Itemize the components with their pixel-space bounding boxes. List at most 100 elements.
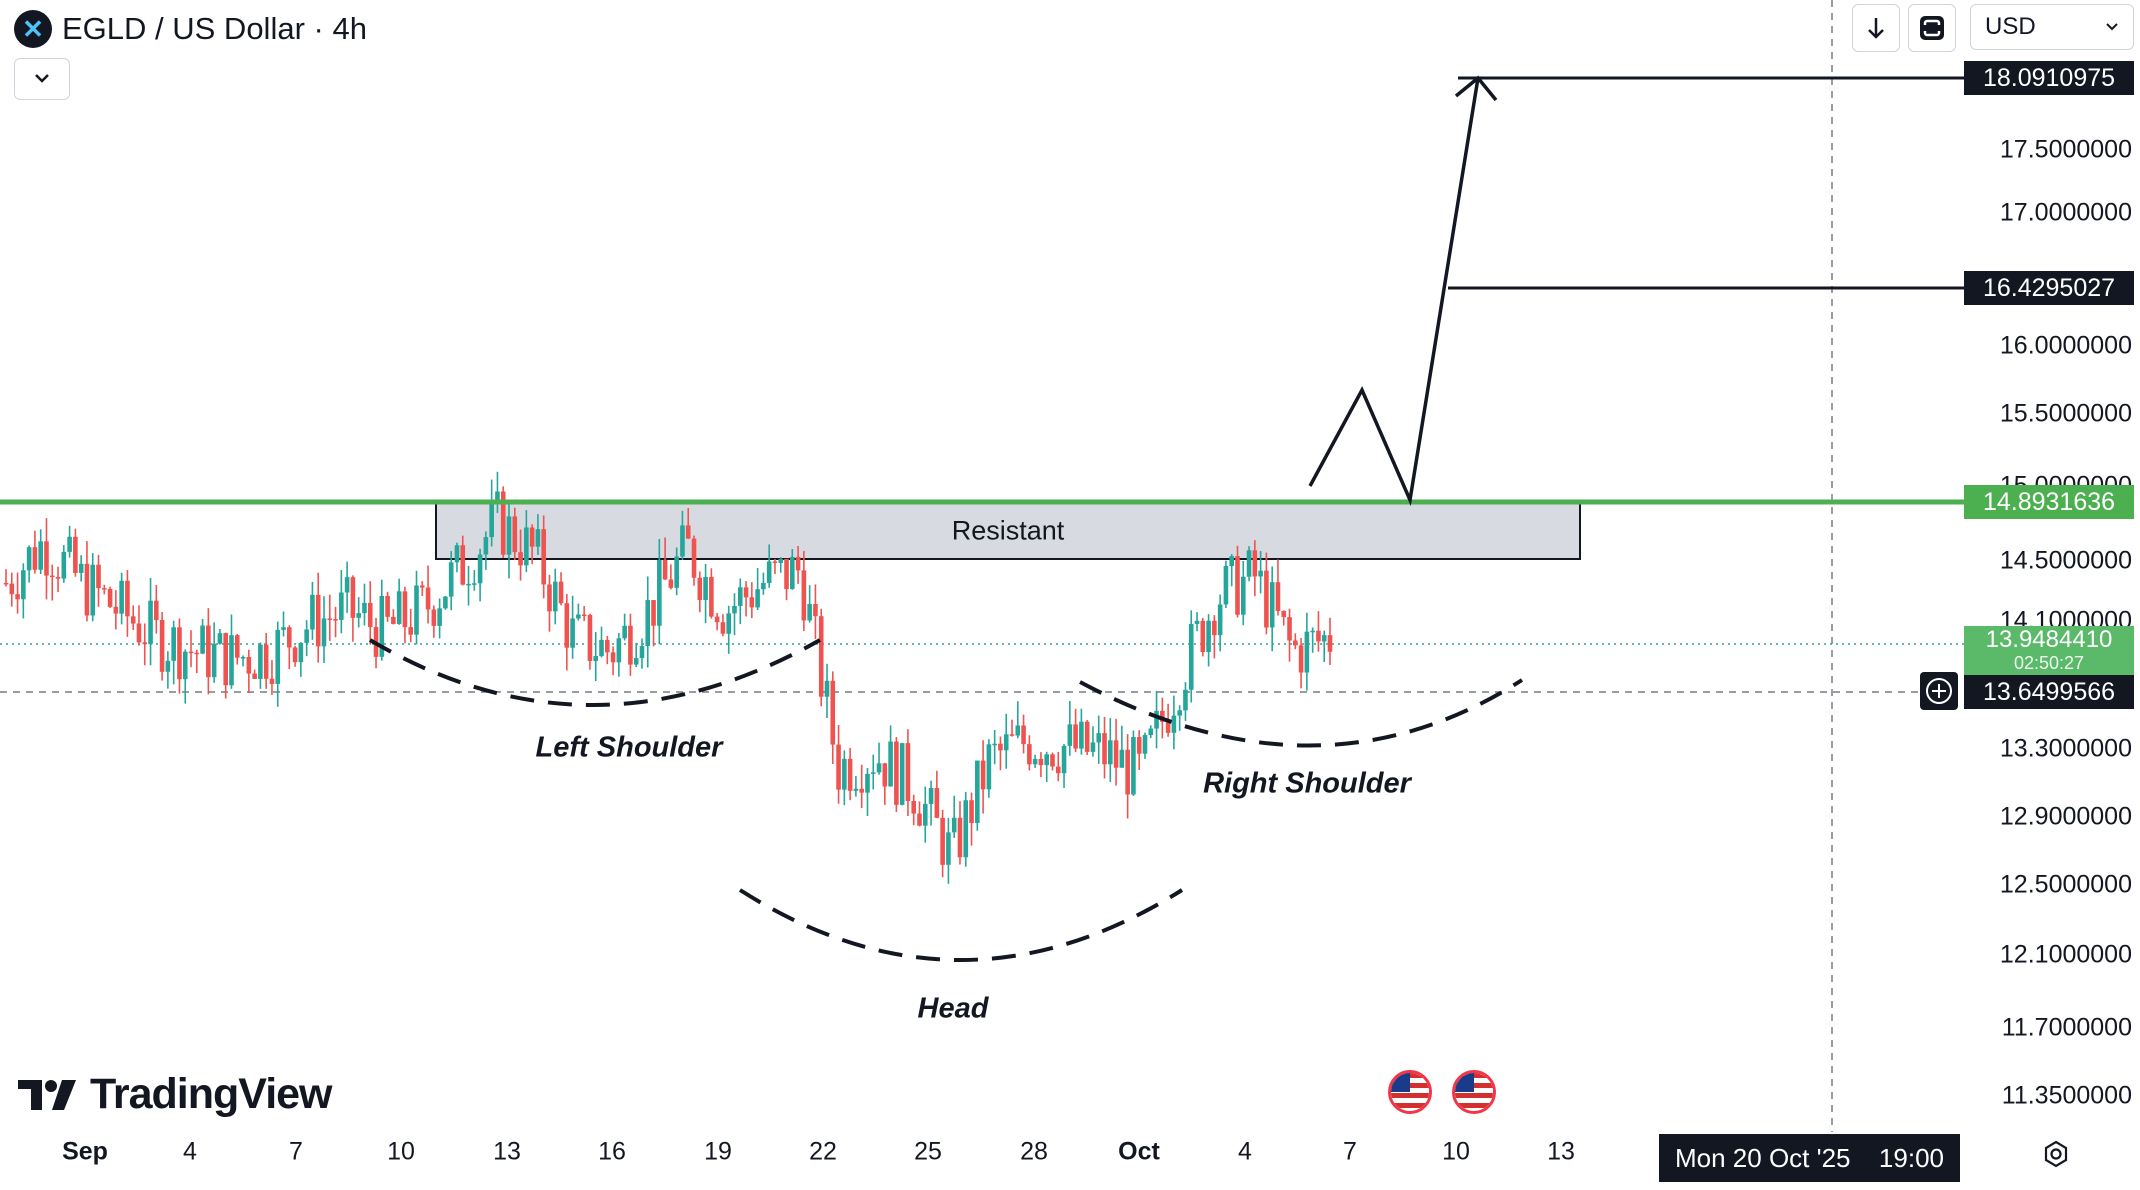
candle-body bbox=[125, 580, 130, 617]
candle-body bbox=[894, 741, 899, 805]
candle-body bbox=[506, 516, 512, 555]
chevron-down-icon bbox=[35, 74, 49, 83]
candle-body bbox=[969, 800, 974, 823]
candle-body bbox=[1298, 645, 1304, 673]
candle-body bbox=[113, 606, 119, 614]
candle-body bbox=[246, 657, 252, 674]
projection-path[interactable] bbox=[1308, 77, 1480, 507]
candle-body bbox=[188, 651, 194, 654]
candle-body bbox=[327, 618, 333, 620]
candle-body bbox=[1154, 710, 1159, 729]
current-price-value: 13.9484410 bbox=[1985, 626, 2113, 653]
candle-body bbox=[766, 561, 772, 583]
candle-body bbox=[604, 639, 610, 653]
price-axis-label: 16.0000000 bbox=[1999, 331, 2132, 360]
right-shoulder-label: Right Shoulder bbox=[1203, 767, 1411, 800]
candle-body bbox=[628, 625, 633, 665]
time-axis-label: 13 bbox=[493, 1137, 521, 1166]
candlestick-series bbox=[3, 471, 1333, 884]
candle-body bbox=[1252, 550, 1258, 577]
candle-body bbox=[552, 581, 558, 612]
candle-body bbox=[229, 635, 234, 686]
candle-body bbox=[905, 743, 911, 802]
candle-body bbox=[3, 582, 9, 585]
currency-value: USD bbox=[1985, 13, 2036, 40]
candle-body bbox=[159, 619, 165, 672]
candle-body bbox=[645, 600, 651, 647]
candle-body bbox=[1293, 640, 1298, 646]
candle-body bbox=[419, 585, 425, 588]
candle-body bbox=[610, 652, 616, 663]
candle-body bbox=[1131, 737, 1136, 795]
candle-body bbox=[171, 627, 176, 661]
candle-body bbox=[211, 643, 217, 678]
candle-body bbox=[524, 527, 529, 566]
add-alert-button[interactable] bbox=[1920, 672, 1958, 710]
symbol-header[interactable]: ✕ EGLD / US Dollar · 4h bbox=[14, 10, 367, 48]
candle-body bbox=[616, 638, 622, 663]
tradingview-watermark[interactable]: TradingView bbox=[18, 1070, 332, 1119]
candle-body bbox=[541, 529, 546, 585]
candle-body bbox=[379, 595, 385, 657]
time-axis-label: 10 bbox=[1442, 1137, 1470, 1166]
price-axis-label: 12.5000000 bbox=[1999, 870, 2132, 899]
candle-body bbox=[876, 763, 882, 773]
candle-body bbox=[1287, 617, 1292, 641]
us-flag-event-icon[interactable] bbox=[1388, 1070, 1432, 1114]
candle-body bbox=[315, 594, 321, 647]
candle-body bbox=[460, 545, 466, 585]
candle-body bbox=[917, 813, 922, 826]
candle-body bbox=[1021, 725, 1026, 745]
candle-body bbox=[512, 516, 518, 553]
candle-body bbox=[633, 658, 639, 665]
collapse-legend-button[interactable] bbox=[14, 58, 70, 100]
fullscreen-button[interactable] bbox=[1908, 4, 1956, 52]
candle-body bbox=[9, 583, 15, 595]
candle-body bbox=[206, 625, 211, 678]
crosshair-time: 19:00 bbox=[1878, 1142, 1944, 1173]
tradingview-logo-icon bbox=[18, 1079, 76, 1110]
gear-icon bbox=[2044, 1140, 2068, 1168]
time-axis-label: 4 bbox=[1238, 1137, 1252, 1166]
candle-body bbox=[847, 758, 853, 791]
candle-body bbox=[697, 577, 703, 601]
candle-body bbox=[96, 564, 101, 589]
price-axis-label: 14.5000000 bbox=[1999, 546, 2132, 575]
candle-body bbox=[668, 579, 674, 588]
candle-body bbox=[402, 591, 408, 628]
candle-body bbox=[119, 580, 124, 614]
candle-body bbox=[1096, 733, 1102, 743]
candle-body bbox=[182, 651, 188, 680]
candle-body bbox=[466, 583, 471, 586]
candle-body bbox=[495, 491, 500, 503]
candle-body bbox=[726, 613, 732, 634]
candle-body bbox=[194, 652, 200, 655]
candle-body bbox=[165, 660, 171, 672]
candle-body bbox=[801, 570, 807, 621]
candle-body bbox=[1235, 556, 1240, 615]
candle-body bbox=[1246, 550, 1252, 577]
candle-body bbox=[32, 547, 38, 570]
candle-body bbox=[489, 502, 494, 538]
candle-body bbox=[44, 541, 49, 576]
settings-button[interactable] bbox=[2036, 1134, 2076, 1174]
candle-body bbox=[1165, 721, 1171, 733]
candle-body bbox=[830, 680, 836, 745]
download-button[interactable] bbox=[1852, 4, 1900, 52]
candle-body bbox=[408, 627, 414, 635]
candle-body bbox=[1240, 576, 1246, 615]
candle-body bbox=[709, 576, 714, 617]
target-mid-price-tag: 16.4295027 bbox=[1964, 271, 2134, 305]
candle-body bbox=[483, 537, 489, 555]
currency-select[interactable]: USD bbox=[1970, 4, 2134, 50]
candle-body bbox=[287, 627, 292, 648]
candle-body bbox=[859, 788, 864, 793]
candle-body bbox=[1275, 582, 1281, 611]
candle-body bbox=[870, 772, 876, 774]
candle-body bbox=[824, 680, 830, 697]
price-axis-label: 11.7000000 bbox=[2001, 1013, 2132, 1042]
candle-body bbox=[865, 773, 870, 793]
us-flag-event-icon[interactable] bbox=[1452, 1070, 1496, 1114]
